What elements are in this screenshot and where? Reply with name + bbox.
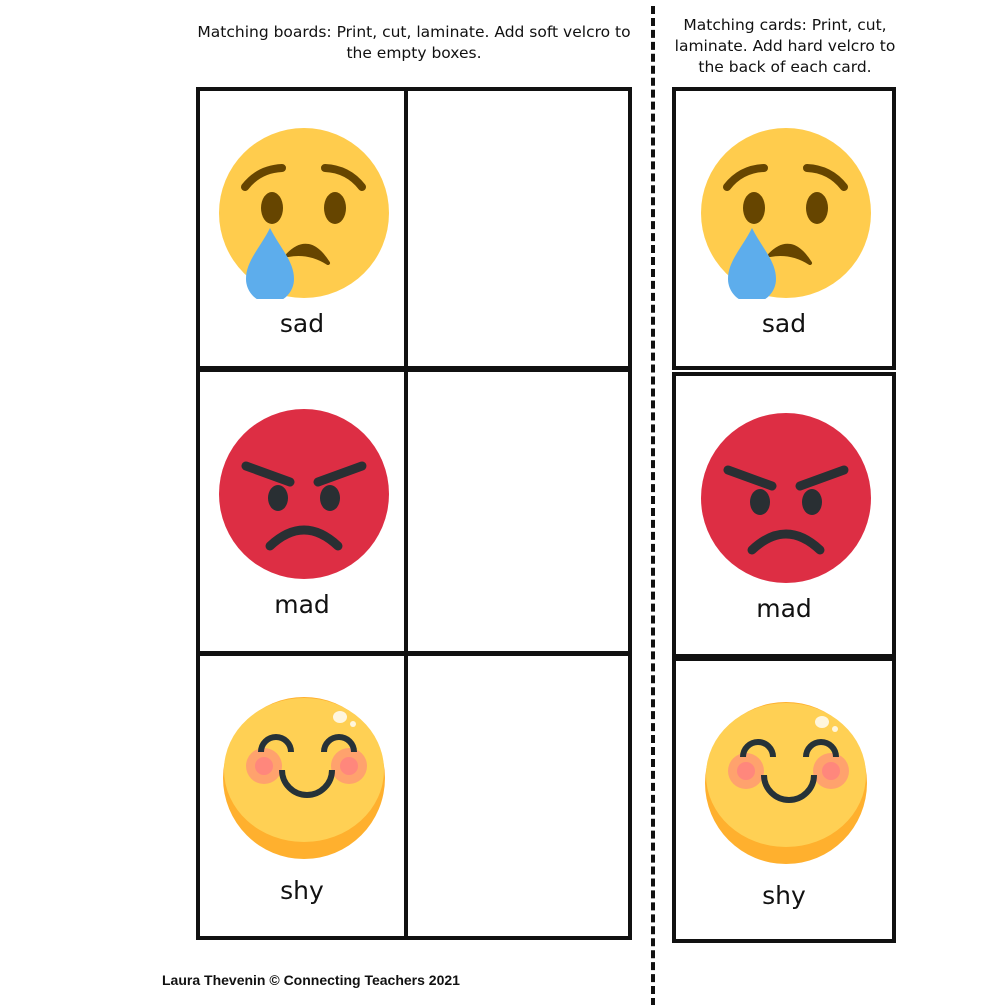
boards-instructions: Matching boards: Print, cut, laminate. A… [197, 23, 631, 62]
cut-line [651, 6, 655, 1005]
matching-card-mad: mad [672, 372, 896, 658]
emotion-label: mad [756, 594, 812, 623]
emotion-label: shy [762, 881, 806, 910]
emotion-label: sad [279, 309, 325, 338]
board-picture-cell-mad: mad [196, 368, 408, 655]
board-picture-cell-sad: sad [196, 87, 408, 370]
copyright-footer: Laura Thevenin © Connecting Teachers 202… [162, 972, 460, 988]
matching-card-shy: shy [672, 657, 896, 943]
emotion-label: mad [274, 590, 330, 619]
crying-face-icon [218, 127, 390, 303]
crying-face-icon [700, 127, 872, 303]
board-picture-cell-shy: shy [196, 652, 408, 940]
blushing-face-icon [700, 697, 872, 869]
blushing-face-icon [218, 692, 390, 864]
cards-instructions: Matching cards: Print, cut, laminate. Ad… [674, 16, 896, 76]
angry-face-icon [700, 412, 872, 584]
angry-face-icon [218, 408, 390, 580]
emotion-label: shy [280, 876, 324, 905]
board-empty-box-mad [404, 368, 632, 655]
matching-card-sad: sad [672, 87, 896, 370]
emotion-label: sad [761, 309, 807, 338]
board-empty-box-shy [404, 652, 632, 940]
board-empty-box-sad [404, 87, 632, 370]
